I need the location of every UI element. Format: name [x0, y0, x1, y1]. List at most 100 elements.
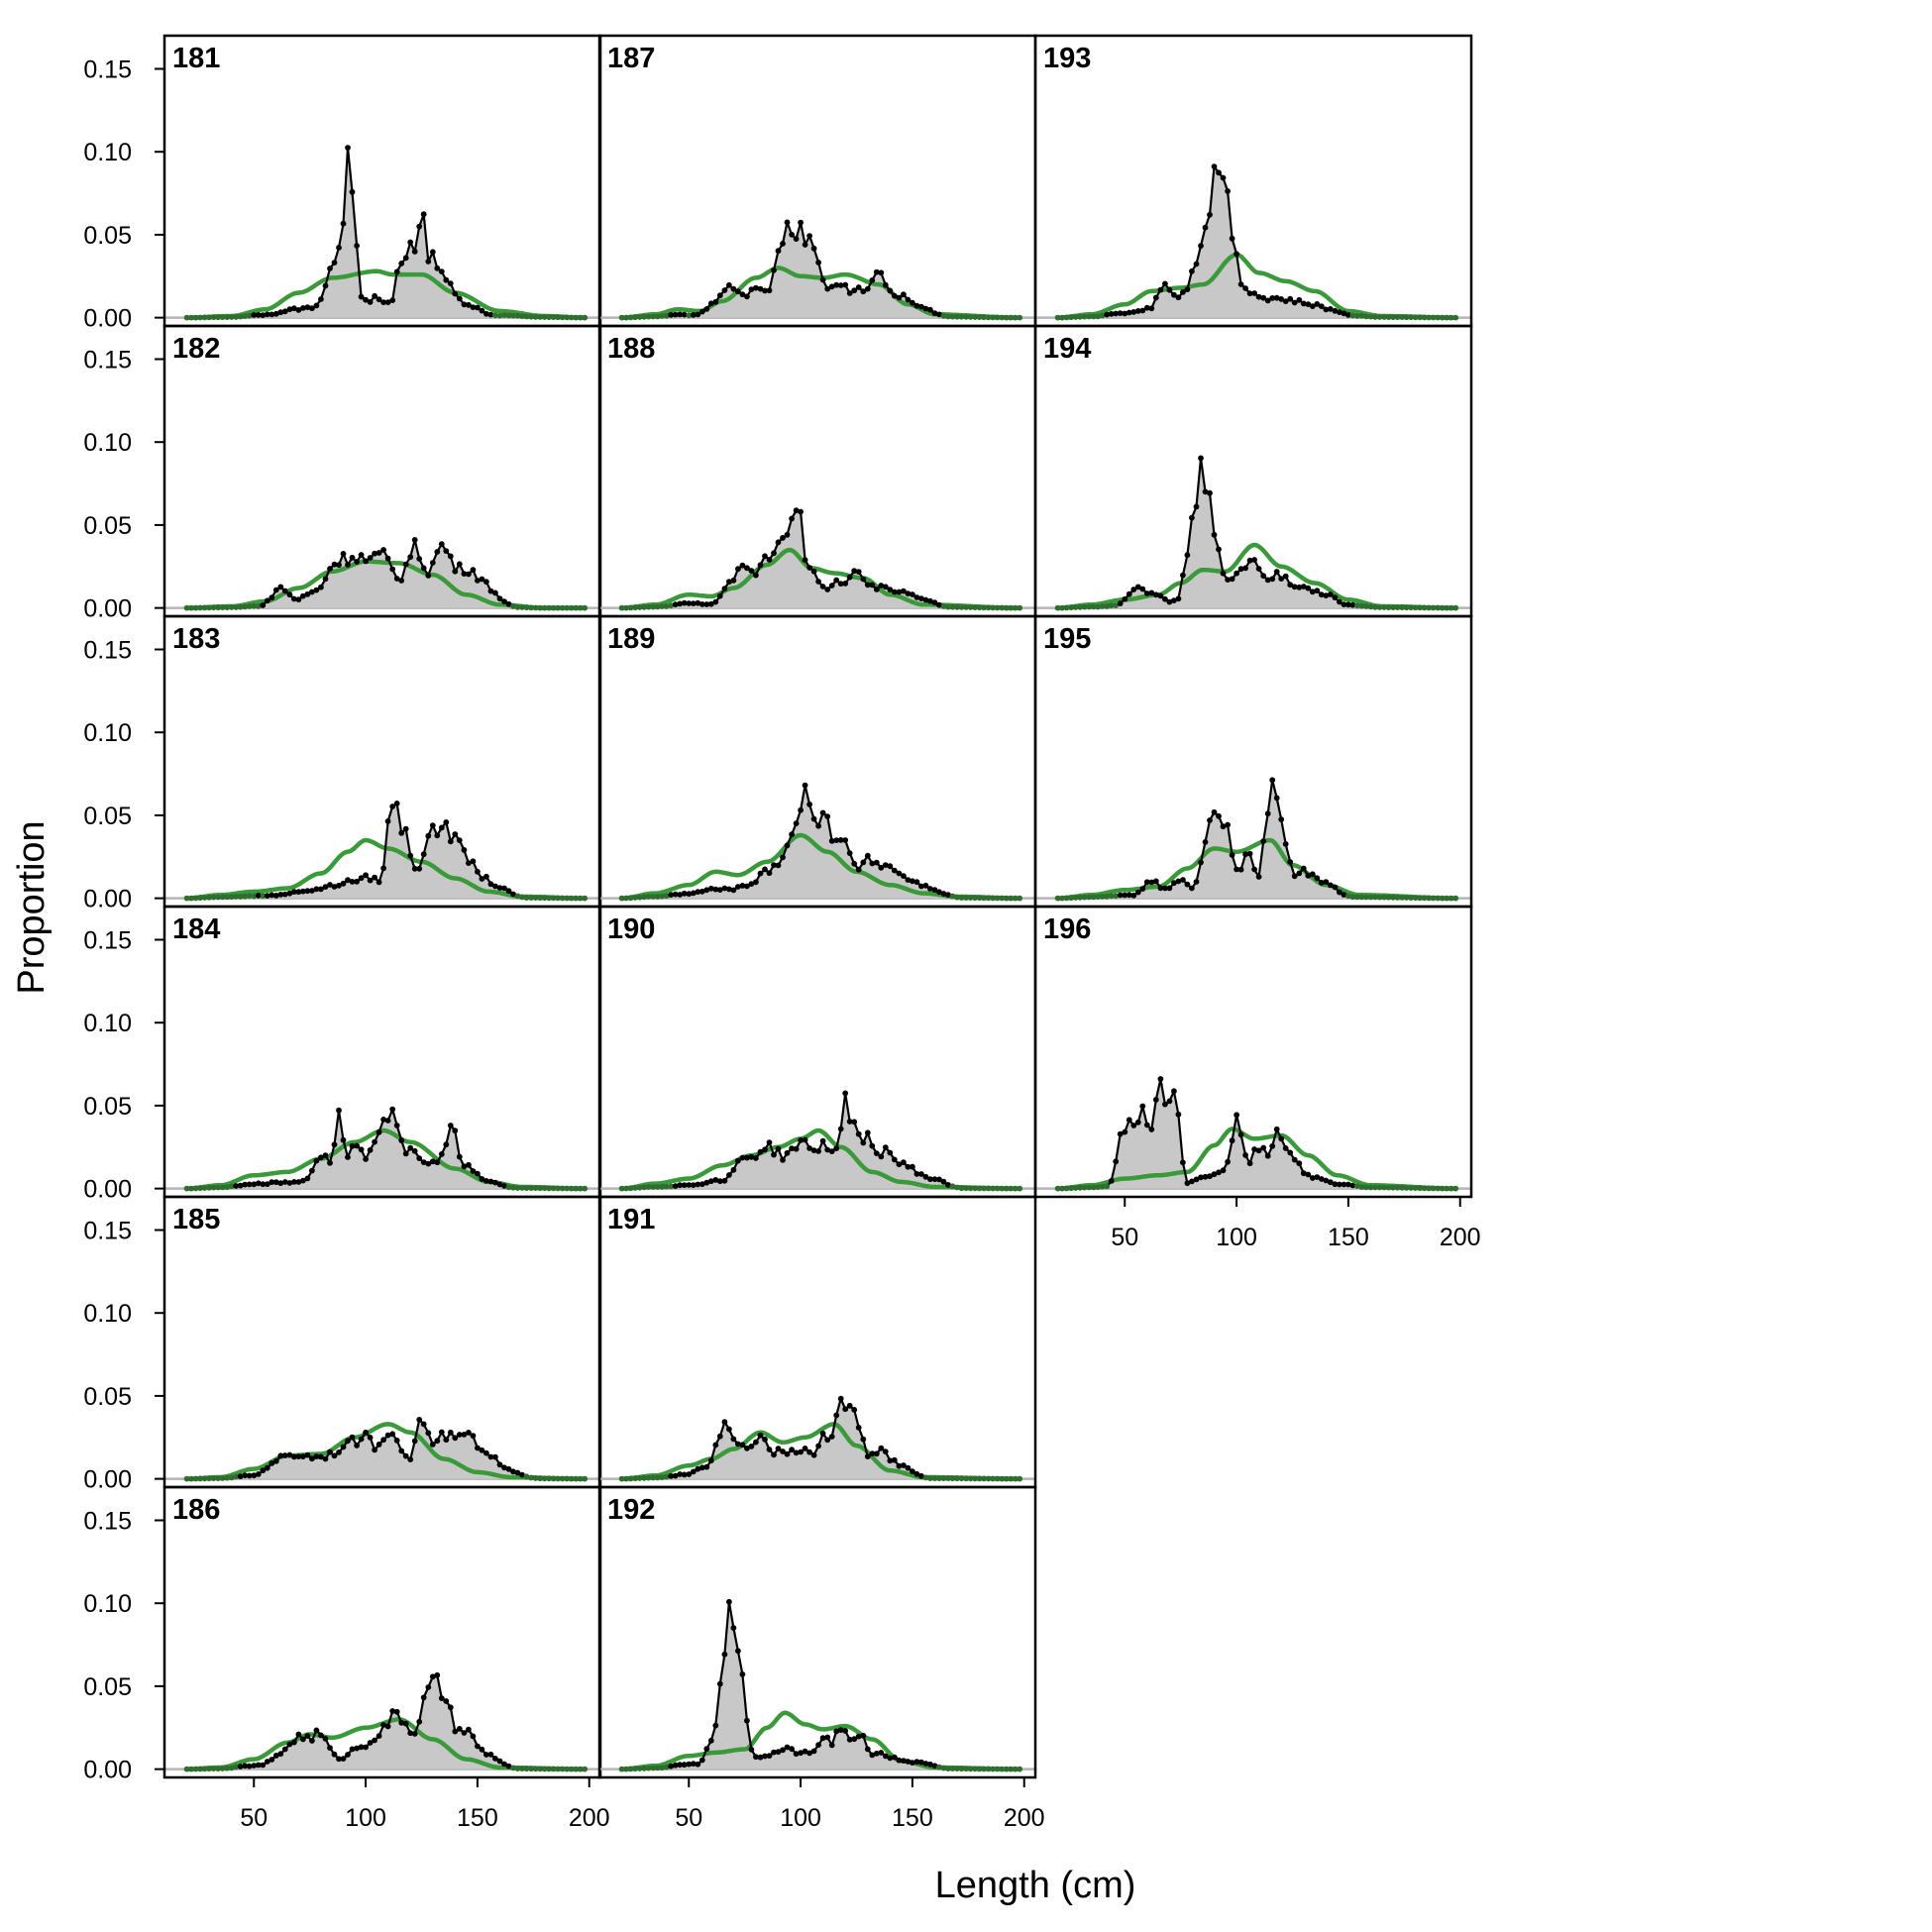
- observed-point: [1354, 313, 1360, 319]
- observed-point: [1095, 1184, 1102, 1190]
- observed-point: [358, 552, 365, 558]
- observed-point: [1390, 894, 1396, 901]
- observed-point: [762, 1146, 768, 1153]
- observed-point: [501, 885, 507, 892]
- observed-point: [389, 1106, 396, 1113]
- observed-point: [1003, 895, 1010, 902]
- observed-point: [976, 314, 983, 320]
- observed-point: [281, 308, 288, 315]
- observed-point: [1139, 307, 1146, 314]
- observed-point: [456, 1432, 463, 1438]
- observed-point: [757, 285, 764, 292]
- observed-point: [775, 1749, 782, 1756]
- observed-point: [672, 1183, 679, 1189]
- observed-point: [1242, 851, 1248, 858]
- observed-point: [999, 1475, 1006, 1482]
- observed-point: [744, 883, 750, 890]
- observed-point: [304, 1175, 311, 1182]
- observed-point: [739, 291, 746, 298]
- observed-point: [1251, 290, 1257, 296]
- observed-point: [815, 1742, 821, 1748]
- observed-point: [367, 877, 374, 884]
- observed-point: [739, 1154, 746, 1161]
- observed-point: [757, 1148, 764, 1155]
- observed-point: [905, 1163, 912, 1170]
- observed-point: [798, 1137, 804, 1143]
- observed-point: [910, 299, 915, 306]
- observed-point: [281, 588, 288, 594]
- observed-point: [828, 1148, 835, 1154]
- observed-point: [183, 604, 190, 611]
- observed-point: [501, 1761, 507, 1768]
- observed-point: [663, 1473, 670, 1480]
- observed-point: [1300, 584, 1307, 590]
- observed-point: [1282, 1145, 1289, 1151]
- observed-point: [967, 895, 974, 901]
- observed-point: [1273, 294, 1280, 301]
- observed-point: [447, 1123, 454, 1128]
- panel-label: 189: [607, 623, 655, 655]
- observed-point: [354, 878, 360, 885]
- observed-point: [1246, 850, 1253, 857]
- observed-point: [1012, 314, 1019, 321]
- observed-point: [470, 567, 477, 574]
- observed-point: [420, 565, 427, 572]
- observed-point: [963, 895, 969, 901]
- observed-point: [443, 276, 450, 283]
- observed-point: [846, 850, 853, 856]
- observed-point: [1099, 603, 1106, 609]
- observed-point: [206, 1475, 213, 1482]
- observed-point: [945, 1766, 951, 1771]
- observed-area: [1057, 780, 1456, 899]
- observed-point: [789, 1746, 795, 1753]
- observed-point: [393, 268, 400, 275]
- observed-point: [1291, 873, 1298, 880]
- observed-point: [766, 287, 773, 294]
- observed-point: [354, 1745, 360, 1752]
- observed-point: [1162, 885, 1168, 892]
- observed-point: [1104, 1183, 1111, 1190]
- observed-point: [300, 1736, 306, 1743]
- observed-point: [735, 288, 741, 295]
- observed-point: [519, 1185, 525, 1191]
- observed-area: [186, 539, 586, 608]
- observed-point: [703, 306, 710, 312]
- observed-point: [766, 1139, 773, 1145]
- observed-point: [645, 603, 652, 610]
- observed-point: [940, 891, 947, 897]
- observed-point: [300, 1453, 306, 1459]
- observed-point: [1180, 1159, 1186, 1166]
- observed-point: [753, 879, 759, 886]
- observed-point: [1367, 1184, 1374, 1191]
- observed-point: [384, 1723, 391, 1730]
- observed-point: [1349, 601, 1356, 608]
- observed-point: [219, 1184, 226, 1191]
- observed-point: [1264, 1152, 1271, 1159]
- observed-point: [1234, 251, 1239, 258]
- observed-point: [963, 1185, 969, 1192]
- observed-point: [1412, 314, 1419, 321]
- observed-point: [802, 557, 808, 564]
- observed-point: [1095, 894, 1102, 900]
- observed-point: [1358, 602, 1365, 609]
- observed-point: [636, 1766, 643, 1771]
- observed-point: [546, 604, 552, 611]
- observed-point: [318, 1154, 324, 1161]
- observed-point: [842, 281, 849, 288]
- observed-point: [985, 895, 992, 902]
- observed-point: [420, 211, 427, 218]
- observed-point: [1237, 1131, 1244, 1138]
- observed-point: [780, 854, 786, 861]
- observed-point: [690, 1761, 697, 1768]
- observed-point: [251, 1181, 258, 1188]
- observed-point: [555, 1475, 561, 1482]
- observed-point: [659, 313, 666, 319]
- observed-point: [1148, 590, 1155, 596]
- observed-point: [1171, 597, 1177, 603]
- observed-point: [183, 314, 190, 321]
- observed-point: [268, 1179, 275, 1186]
- observed-point: [891, 1156, 898, 1163]
- observed-point: [815, 260, 821, 266]
